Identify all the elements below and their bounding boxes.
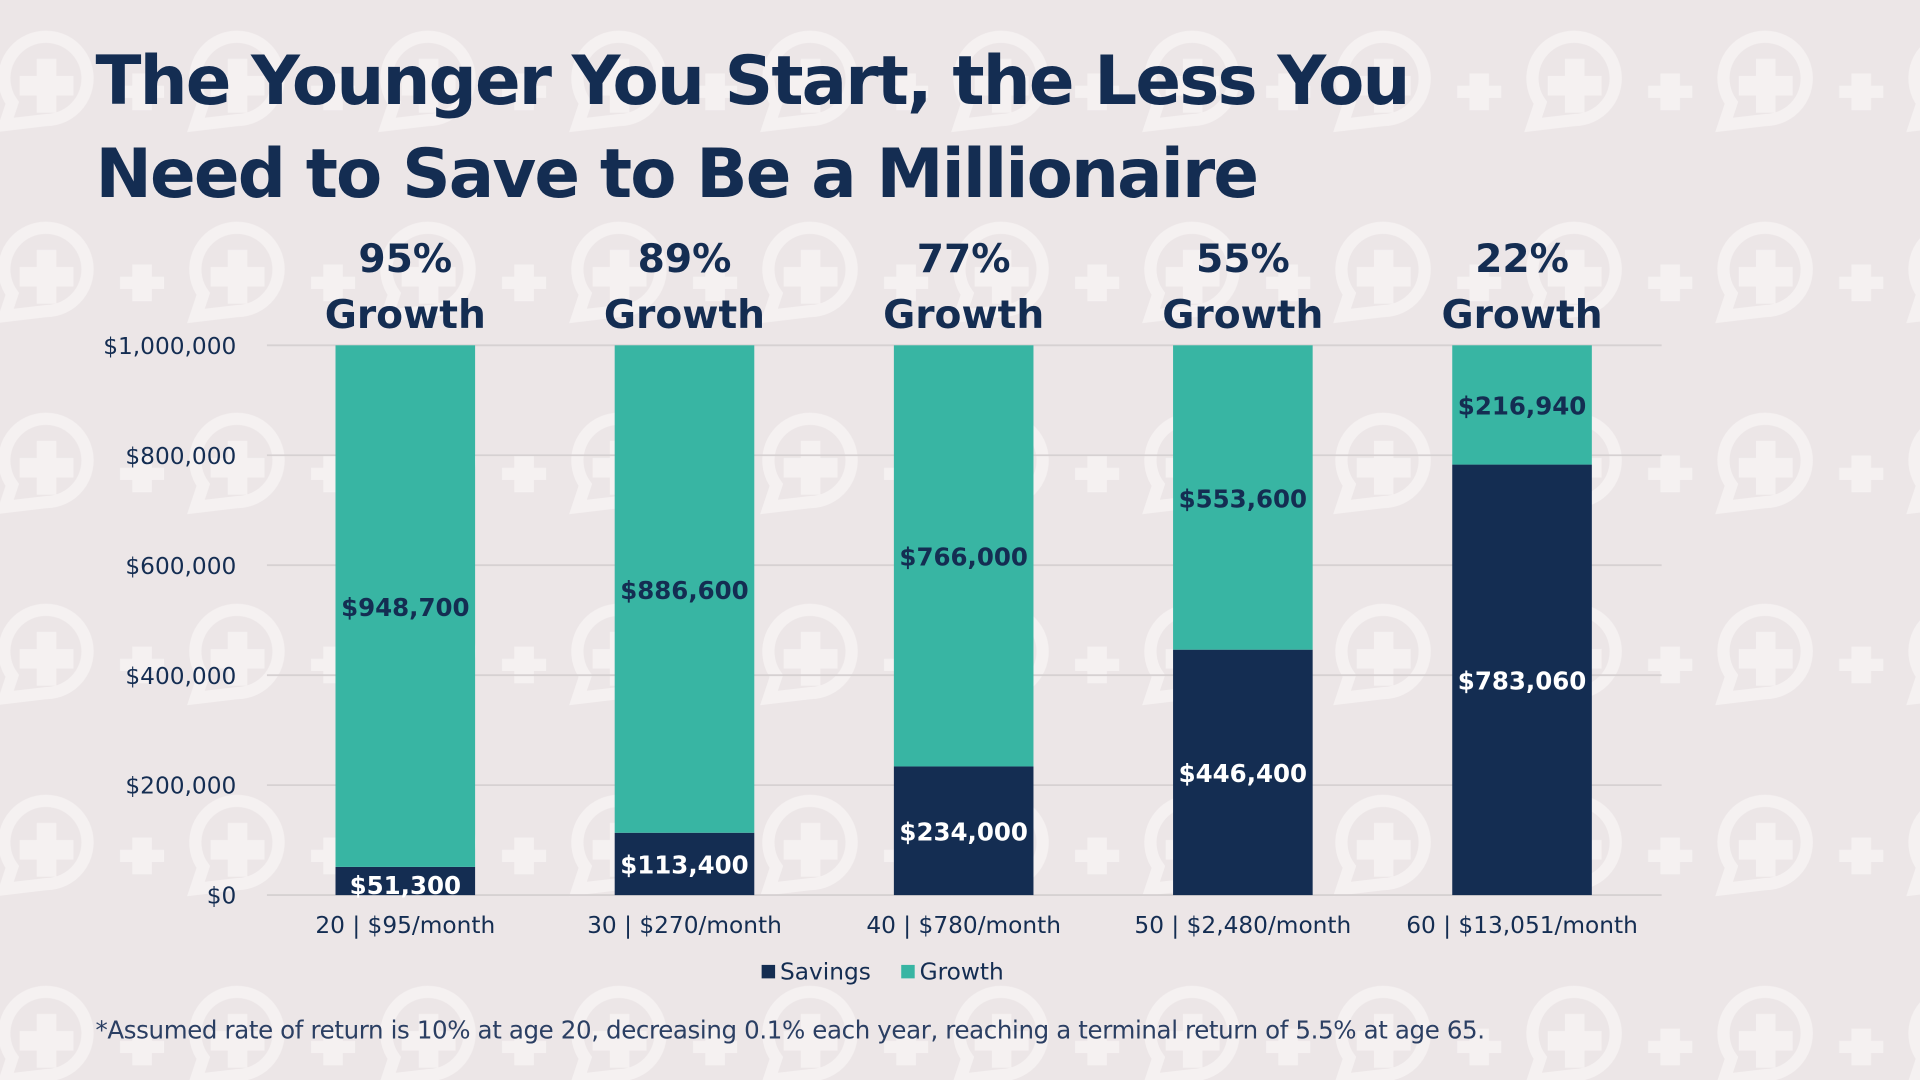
bar-savings	[1452, 464, 1592, 896]
savings-data-label: $446,400	[1179, 759, 1307, 788]
bar-growth	[893, 345, 1034, 767]
growth-percent-header: 77%	[917, 237, 1011, 282]
x-tick-label: 60 | $13,051/month	[1406, 912, 1638, 939]
growth-percent-header: 89%	[638, 237, 732, 282]
x-tick-label: 20 | $95/month	[315, 912, 495, 939]
y-tick-label: $800,000	[125, 443, 236, 470]
y-tick-label: $200,000	[125, 773, 236, 800]
savings-data-label: $234,000	[899, 818, 1027, 847]
growth-word-header: Growth	[1441, 293, 1602, 338]
growth-word-header: Growth	[604, 293, 765, 338]
legend-swatch-savings	[761, 964, 776, 979]
legend-label-growth: Growth	[920, 959, 1004, 986]
y-tick-label: $600,000	[125, 553, 236, 580]
growth-data-label: $886,600	[620, 576, 748, 605]
y-tick-label: $1,000,000	[103, 333, 236, 360]
growth-word-header: Growth	[1162, 293, 1323, 338]
growth-word-header: Growth	[883, 293, 1044, 338]
legend-swatch-growth	[901, 964, 915, 979]
footnote: *Assumed rate of return is 10% at age 20…	[95, 1015, 1486, 1045]
bar-growth	[614, 345, 755, 833]
x-tick-label: 40 | $780/month	[866, 912, 1061, 939]
x-tick-label: 30 | $270/month	[587, 912, 782, 939]
growth-data-label: $216,940	[1458, 392, 1586, 421]
savings-data-label: $51,300	[350, 871, 461, 900]
bar-savings	[893, 766, 1034, 896]
growth-word-header: Growth	[325, 293, 486, 338]
growth-data-label: $766,000	[899, 543, 1027, 572]
growth-percent-header: 95%	[358, 237, 452, 282]
x-tick-label: 50 | $2,480/month	[1134, 912, 1351, 939]
title-line-1: The Younger You Start, the Less You	[95, 41, 1411, 121]
y-tick-label: $400,000	[125, 663, 236, 690]
growth-percent-header: 22%	[1475, 237, 1569, 282]
bar-growth	[1173, 345, 1313, 650]
page-title: The Younger You Start, the Less You Need…	[95, 34, 1411, 220]
bar-growth	[335, 345, 476, 867]
legend-label-savings: Savings	[780, 959, 871, 986]
bar-growth	[1452, 345, 1592, 465]
growth-data-label: $948,700	[341, 593, 469, 622]
growth-data-label: $553,600	[1179, 484, 1307, 513]
bar-savings	[335, 866, 476, 896]
title-line-2: Need to Save to Be a Millionaire	[95, 134, 1260, 214]
bar-savings	[614, 832, 755, 896]
growth-percent-header: 55%	[1196, 237, 1290, 282]
savings-data-label: $783,060	[1458, 667, 1586, 696]
bar-savings	[1173, 649, 1313, 896]
savings-data-label: $113,400	[620, 851, 748, 880]
y-tick-label: $0	[207, 883, 237, 910]
